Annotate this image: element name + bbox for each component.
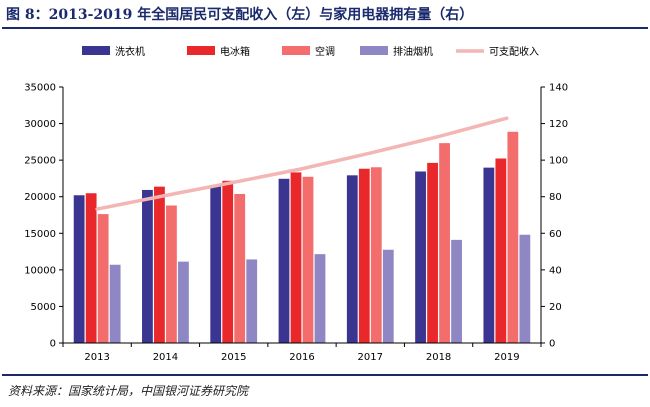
right-tick-label: 40	[549, 265, 562, 276]
x-tick-label: 2013	[84, 352, 109, 363]
bar	[382, 249, 394, 343]
legend-swatch	[360, 46, 388, 55]
left-tick-label: 30000	[24, 119, 56, 130]
x-axis: 2013 2014 2015 2016 2017 2018 2019	[62, 342, 542, 363]
bar	[427, 162, 438, 343]
legend-label: 可支配收入	[489, 45, 539, 58]
left-axis: 0 5000 10000 15000 20000 25000 30000 35000	[24, 83, 64, 350]
income-line	[95, 116, 509, 211]
bar	[370, 167, 382, 343]
left-tick-label: 15000	[24, 229, 56, 240]
bar	[222, 180, 234, 343]
bar	[278, 178, 290, 343]
x-tick-label: 2015	[221, 352, 246, 363]
bar	[142, 189, 153, 343]
bar	[290, 172, 302, 343]
income-line-series	[95, 116, 509, 211]
bar	[346, 175, 358, 343]
legend-swatch	[282, 46, 310, 55]
bar	[415, 171, 426, 343]
right-tick-label: 20	[549, 302, 562, 313]
legend-label: 洗衣机	[115, 45, 145, 58]
bar	[166, 205, 177, 343]
x-tick-label: 2014	[153, 352, 178, 363]
bar	[519, 234, 531, 343]
x-tick-label: 2016	[289, 352, 314, 363]
chart: 洗衣机 电冰箱 空调 排油烟机 可支配收入 0 5000 10000 15000 20000 25…	[24, 45, 568, 363]
left-tick-label: 0	[50, 339, 56, 350]
right-tick-label: 140	[549, 83, 568, 94]
bar	[451, 239, 462, 343]
bar	[178, 261, 189, 343]
right-tick-label: 120	[549, 119, 568, 130]
bar	[358, 168, 370, 343]
x-tick-label: 2017	[358, 352, 383, 363]
bar	[234, 193, 246, 343]
right-tick-label: 80	[549, 192, 562, 203]
legend-label: 空调	[315, 45, 335, 58]
bar	[439, 143, 450, 343]
left-tick-label: 35000	[24, 83, 56, 94]
right-tick-label: 0	[549, 339, 555, 350]
right-tick-label: 60	[549, 229, 562, 240]
left-tick-label: 10000	[24, 265, 56, 276]
chart-legend: 洗衣机 电冰箱 空调 排油烟机 可支配收入	[82, 45, 539, 58]
bar	[507, 131, 519, 343]
left-tick-label: 25000	[24, 156, 56, 167]
x-tick-label: 2019	[494, 352, 519, 363]
bar	[97, 214, 109, 343]
bar	[483, 167, 495, 343]
right-tick-label: 100	[549, 156, 568, 167]
figure-title: 图 8：2013-2019 年全国居民可支配收入（左）与家用电器拥有量（右）	[6, 7, 474, 23]
bar	[85, 193, 97, 343]
title-divider	[2, 27, 648, 29]
bar-series	[73, 131, 531, 343]
legend-label: 排油烟机	[393, 45, 433, 58]
bar	[495, 158, 507, 343]
legend-swatch	[187, 46, 215, 55]
bar	[302, 176, 314, 343]
legend-swatch	[82, 46, 110, 55]
left-tick-label: 20000	[24, 192, 56, 203]
footer-divider	[2, 374, 648, 376]
left-tick-label: 5000	[31, 302, 56, 313]
bar	[73, 195, 85, 343]
bar	[246, 259, 258, 343]
bar	[314, 254, 326, 343]
bar	[210, 185, 222, 343]
right-axis: 0 20 40 60 80 100 120 140	[540, 83, 568, 350]
bar	[109, 264, 121, 343]
source-note: 资料来源：国家统计局，中国银河证券研究院	[8, 384, 249, 398]
x-tick-label: 2018	[426, 352, 451, 363]
legend-label: 电冰箱	[220, 45, 250, 58]
bar	[154, 186, 165, 343]
